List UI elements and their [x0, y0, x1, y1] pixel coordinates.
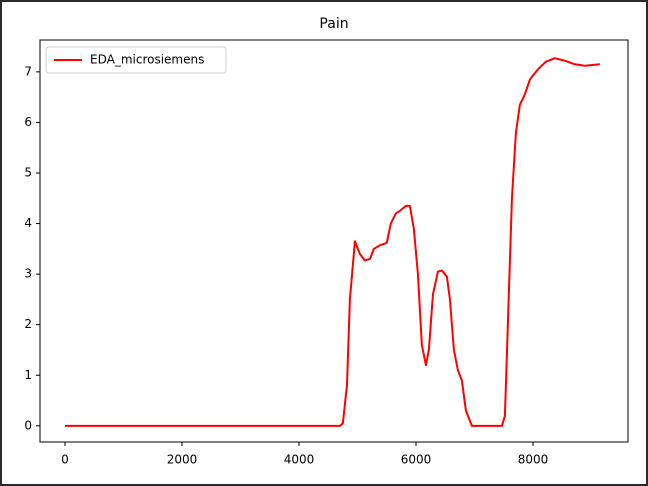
y-tick-label: 3 — [24, 267, 32, 281]
data-line — [64, 57, 600, 427]
x-tick-label: 4000 — [284, 453, 315, 467]
y-tick-label: 2 — [24, 317, 32, 331]
legend-label: EDA_microsiemens — [90, 53, 204, 67]
x-tick-label: 8000 — [518, 453, 549, 467]
y-tick-label: 5 — [24, 165, 32, 179]
y-tick-label: 0 — [24, 418, 32, 432]
x-tick-label: 0 — [61, 453, 69, 467]
y-tick-label: 4 — [24, 216, 32, 230]
y-tick-label: 6 — [24, 115, 32, 129]
y-tick-label: 7 — [24, 64, 32, 78]
axes-frame — [39, 39, 629, 443]
x-tick-label: 2000 — [167, 453, 198, 467]
chart-title: Pain — [319, 16, 348, 32]
legend-box — [45, 46, 227, 74]
y-tick-label: 1 — [24, 368, 32, 382]
x-tick-label: 6000 — [401, 453, 432, 467]
